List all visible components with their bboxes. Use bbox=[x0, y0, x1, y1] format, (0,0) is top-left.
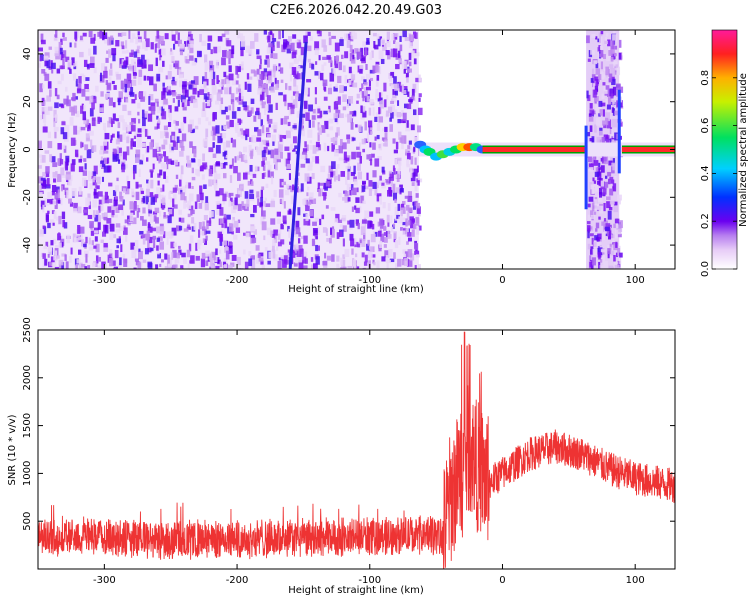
y-tick-label: 2500 bbox=[22, 317, 33, 342]
colorbar-tick-label: 0.6 bbox=[700, 118, 711, 134]
y-tick-label: 20 bbox=[22, 95, 33, 108]
snr-x-label: Height of straight line (km) bbox=[288, 585, 424, 596]
y-tick-label: 1500 bbox=[22, 413, 33, 438]
x-tick-label: 0 bbox=[499, 575, 505, 586]
spectrogram-y-ticks: -40 -20 0 20 40 bbox=[22, 48, 675, 253]
snr-y-ticks: 500 1000 1500 2000 2500 bbox=[22, 317, 675, 531]
y-tick-label: 500 bbox=[22, 512, 33, 531]
signal-line-core bbox=[621, 147, 675, 152]
diagonal-streak bbox=[288, 41, 308, 269]
colorbar-tick-label: 0.2 bbox=[700, 213, 711, 229]
y-tick-label: 2000 bbox=[22, 365, 33, 390]
x-tick-label: 100 bbox=[626, 275, 645, 286]
spectrogram-y-label: Frequency (Hz) bbox=[7, 112, 18, 188]
signal-line-core bbox=[482, 147, 585, 152]
snr-y-label: SNR (10 * v/v) bbox=[7, 414, 18, 485]
colorbar-tick-label: 0.8 bbox=[700, 70, 711, 86]
snr-series-line bbox=[38, 331, 675, 569]
x-tick-label: -300 bbox=[93, 275, 116, 286]
noise-band bbox=[38, 30, 423, 269]
colorbar: 0.0 0.2 0.4 0.6 0.8 Normalized spectral ampl… bbox=[700, 29, 749, 277]
colorbar-tick-label: 0.0 bbox=[700, 261, 711, 277]
snr-panel: -300 -200 -100 0 100 500 1000 1500 2000 2500 Hei… bbox=[7, 317, 676, 596]
colorbar-ticks: 0.0 0.2 0.4 0.6 0.8 bbox=[700, 70, 737, 277]
spectrogram-x-label: Height of straight line (km) bbox=[288, 284, 424, 295]
figure-title: C2E6.2026.042.20.49.G03 bbox=[270, 3, 442, 18]
colorbar-tick-label: 0.4 bbox=[700, 165, 711, 181]
x-tick-label: -300 bbox=[93, 575, 116, 586]
x-tick-label: 100 bbox=[626, 575, 645, 586]
snr-x-ticks: -300 -200 -100 0 100 bbox=[93, 330, 645, 586]
snr-plot-area bbox=[38, 331, 675, 569]
x-tick-label: -200 bbox=[226, 275, 249, 286]
y-tick-label: 1000 bbox=[22, 461, 33, 486]
y-tick-label: -20 bbox=[22, 189, 33, 205]
x-tick-label: -200 bbox=[226, 575, 249, 586]
x-tick-label: -100 bbox=[358, 575, 381, 586]
x-tick-label: 0 bbox=[499, 275, 505, 286]
x-tick-label: -100 bbox=[358, 275, 381, 286]
snr-frame bbox=[37, 329, 676, 570]
spectrogram-plot-area bbox=[38, 30, 675, 269]
y-tick-label: 40 bbox=[22, 48, 33, 61]
spectrogram-x-ticks: -300 -200 -100 0 100 bbox=[93, 30, 645, 286]
y-tick-label: -40 bbox=[22, 237, 33, 253]
colorbar-gradient bbox=[711, 29, 738, 270]
colorbar-label: Normalized spectral amplitude bbox=[738, 73, 749, 227]
y-tick-label: 0 bbox=[22, 146, 33, 152]
